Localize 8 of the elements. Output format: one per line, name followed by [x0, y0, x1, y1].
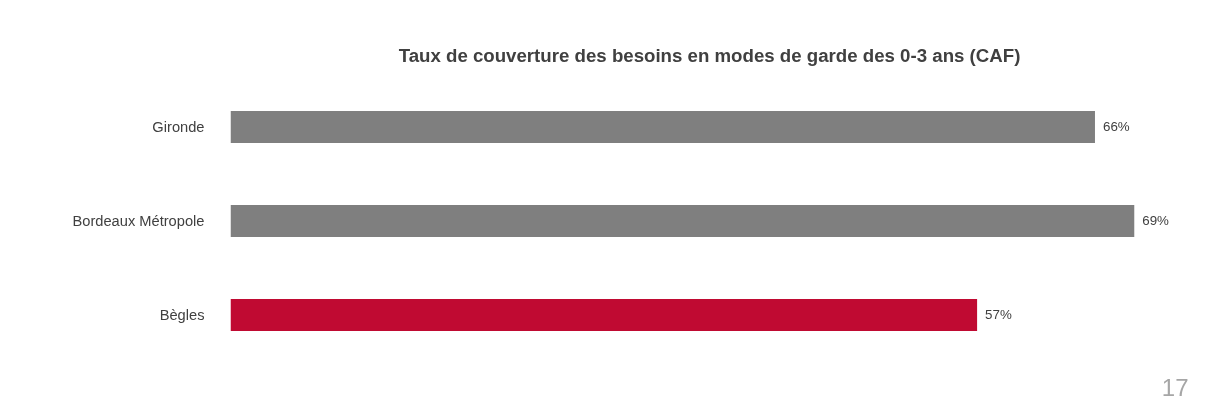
y-tick-label: Gironde	[152, 118, 205, 135]
chart-title: Taux de couverture des besoins en modes de garde des 0-3 ans (CAF)	[398, 44, 1021, 66]
data-label: 66%	[1102, 118, 1130, 134]
text: 17	[1161, 373, 1189, 401]
data-label: 57%	[985, 307, 1012, 323]
y-tick-label: Bègles	[159, 307, 205, 324]
data-label: 69%	[1142, 213, 1170, 228]
y-tick-label: Bordeaux Métropole	[72, 213, 205, 229]
